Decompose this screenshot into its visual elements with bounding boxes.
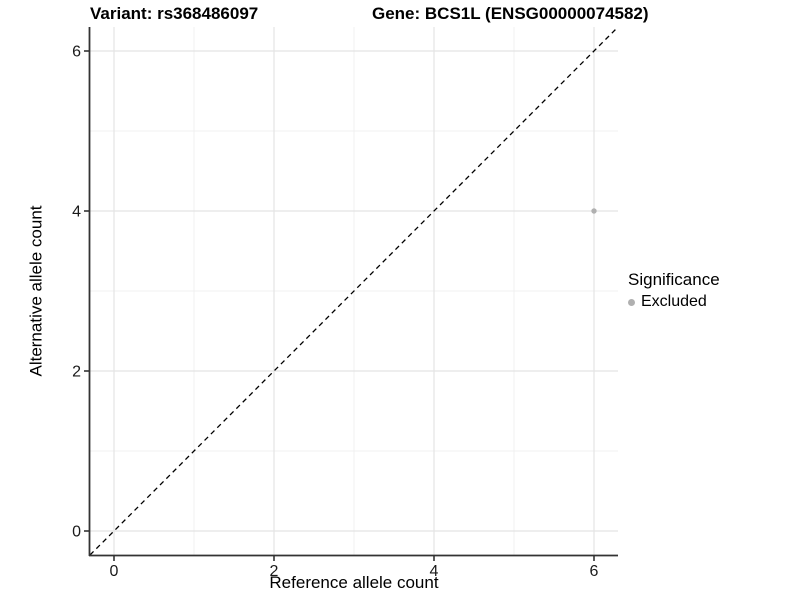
y-tick-label: 2 [72, 364, 81, 381]
y-axis-title: Alternative allele count [27, 205, 47, 377]
x-tick-label: 2 [270, 563, 279, 580]
y-axis-title-wrap: Alternative allele count [22, 27, 52, 555]
x-axis-title: Reference allele count [269, 573, 439, 592]
plot-title-gene: Gene: BCS1L (ENSG00000074582) [372, 4, 649, 23]
x-tick-label: 0 [110, 563, 119, 580]
legend-item-label: Excluded [641, 293, 707, 310]
legend: Significance Excluded [628, 270, 720, 311]
y-tick-label: 6 [72, 44, 81, 61]
y-tick-label: 4 [72, 204, 81, 221]
legend-item-excluded: Excluded [628, 293, 720, 311]
legend-title: Significance [628, 270, 720, 289]
plot-title-variant: Variant: rs368486097 [90, 4, 259, 23]
x-tick-label: 6 [590, 563, 599, 580]
legend-key-dot [628, 298, 635, 306]
x-tick-label: 4 [430, 563, 439, 580]
identity-dashed-line [89, 26, 619, 556]
data-point [591, 208, 597, 214]
y-tick-label: 0 [72, 524, 81, 541]
